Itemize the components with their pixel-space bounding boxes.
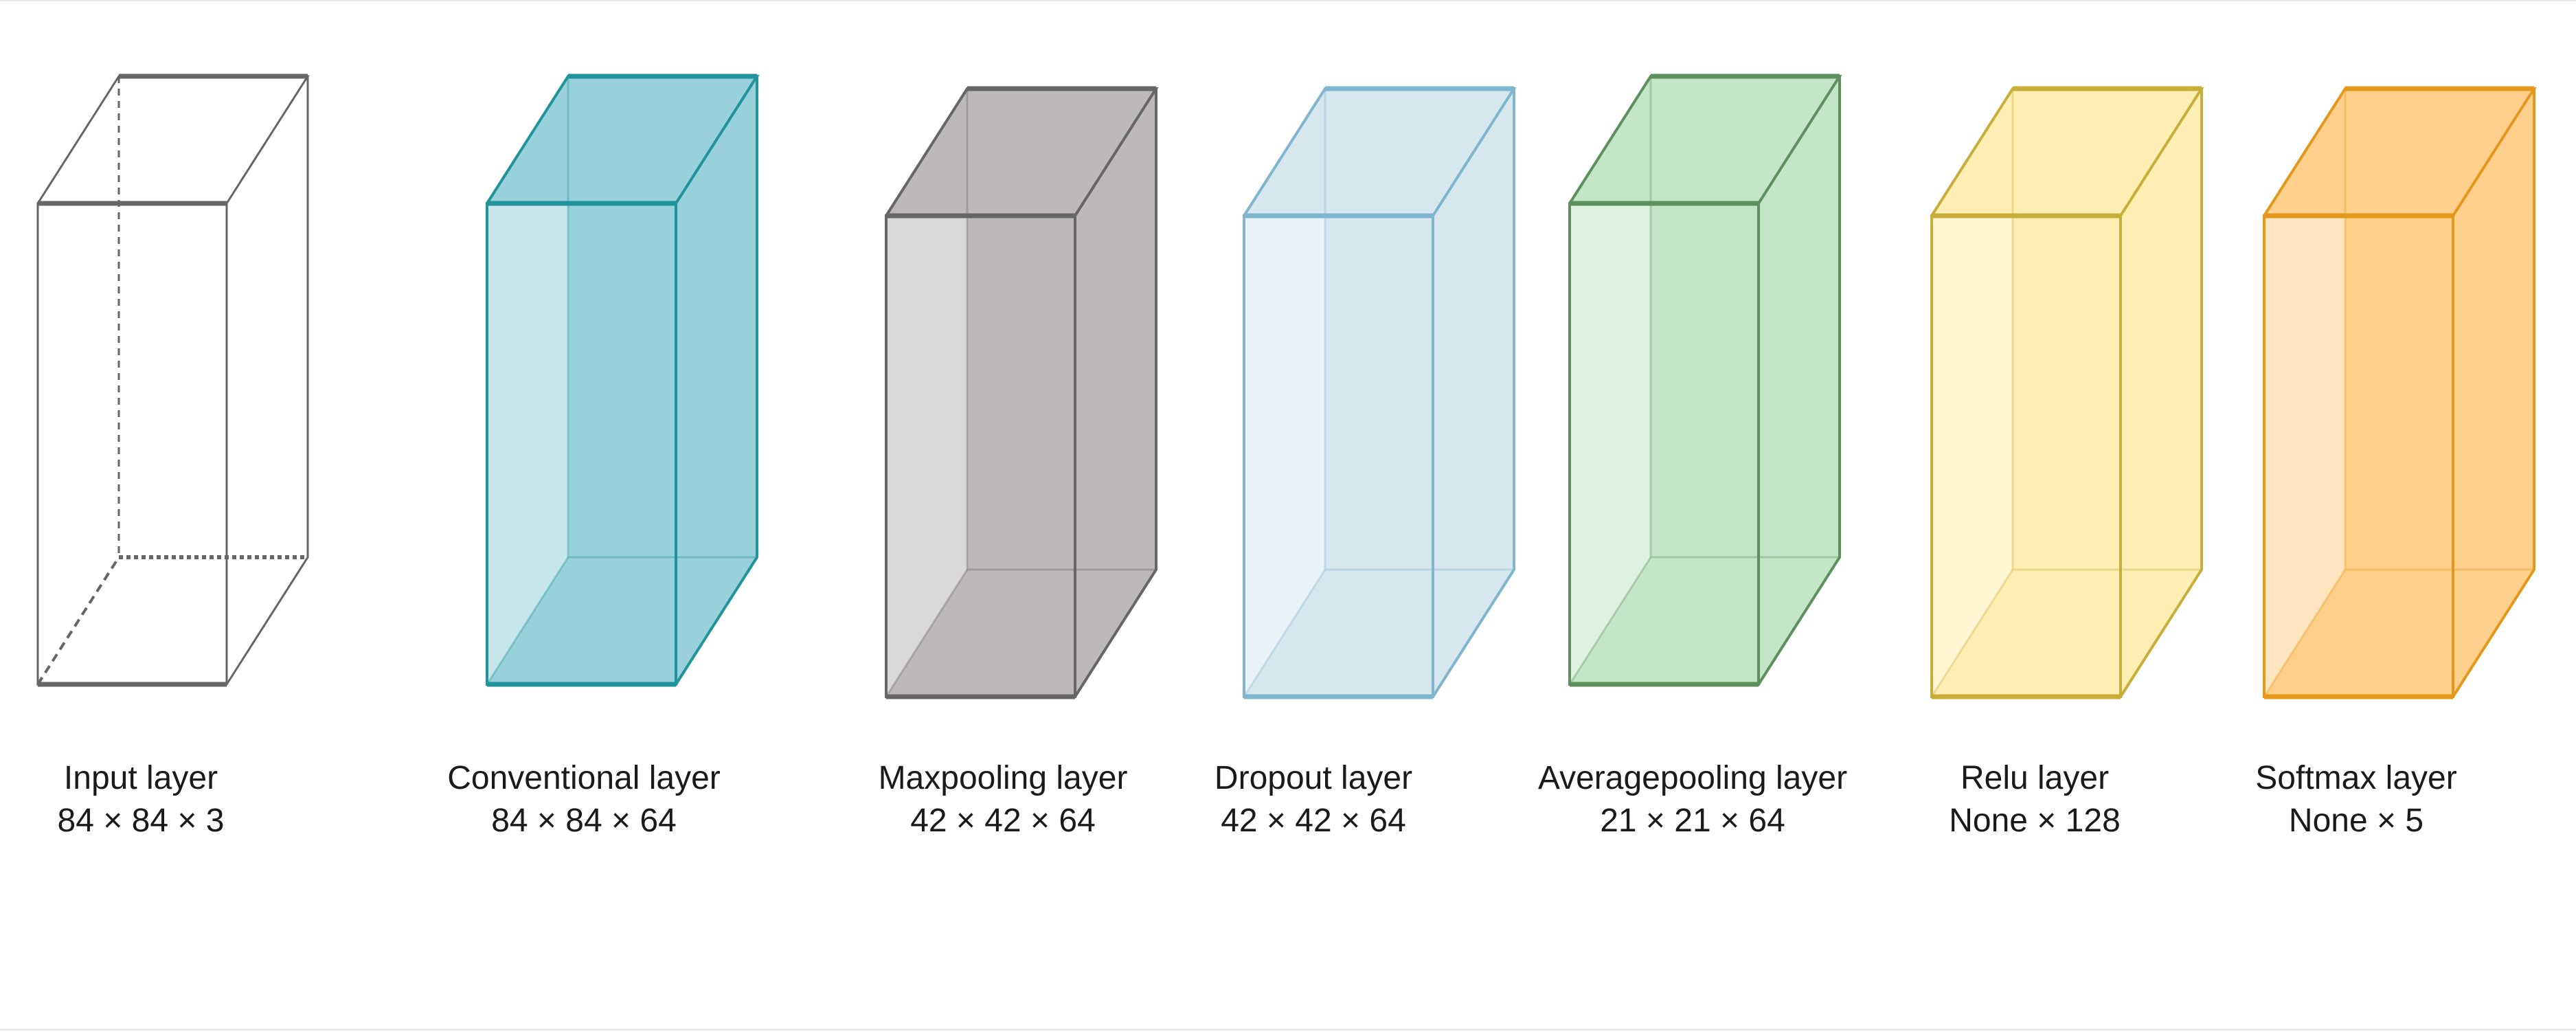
side-face [676,76,757,684]
front-face [1932,216,2121,697]
front-face [487,203,676,684]
side-outline [1432,89,1515,698]
front-face [2264,216,2453,697]
hidden-edge-diagonal [1568,557,1652,685]
hidden-edges [567,76,757,559]
hidden-edge-diagonal [486,557,569,685]
hidden-edge-diagonal [2263,569,2347,697]
layer-label-input: Input layer 84 × 84 × 3 [58,760,225,839]
hidden-edge-diagonal [36,556,120,686]
layer-name: Maxpooling layer [879,760,1128,796]
top-face [487,76,757,203]
side-outline [2119,89,2203,698]
layer-shape: 42 × 42 × 64 [1221,803,1406,839]
layer-name: Relu layer [1961,760,2109,796]
layer-name: Softmax layer [2255,760,2456,796]
front-face [886,216,1075,697]
side-face [225,76,309,685]
layer-blocks [36,74,2537,699]
hidden-edge-diagonal [1930,569,2014,697]
side-outline [1757,76,1841,686]
side-face [1433,89,1514,697]
side-face [1075,89,1156,697]
front-face [36,202,228,686]
layer-shape: None × 5 [2289,803,2424,839]
layer-label-maxpool: Maxpooling layer 42 × 42 × 64 [879,760,1128,839]
top-face [36,75,310,204]
top-face [2264,89,2534,216]
front-face [1244,216,1433,697]
layer-block-input [36,74,310,687]
layer-block-softmax [2263,86,2537,699]
layer-block-relu [1930,86,2204,699]
layer-shape: 21 × 21 × 64 [1600,803,1785,839]
layer-shape: None × 128 [1949,803,2121,839]
layer-block-avgpool [1568,74,1842,687]
layer-shape: 42 × 42 × 64 [910,803,1096,839]
hidden-edges [2011,89,2202,571]
side-face [2453,89,2534,697]
layer-block-maxpool [885,86,1159,699]
layer-label-conv: Conventional layer 84 × 84 × 64 [447,760,721,839]
layer-label-softmax: Softmax layer None × 5 [2255,760,2456,839]
hidden-edge-diagonal [885,569,969,697]
layer-name: Averagepooling layer [1538,760,1847,796]
layer-name: Conventional layer [447,760,721,796]
hidden-edge-diagonal [1243,569,1326,697]
top-face [886,89,1156,216]
top-face [1570,76,1840,203]
layer-name: Input layer [64,760,218,796]
front-face [1570,203,1759,684]
hidden-edges [1649,76,1840,559]
hidden-edges [966,89,1156,571]
layer-labels: Input layer 84 × 84 × 3 Conventional layer… [58,760,2457,839]
layer-label-relu: Relu layer None × 128 [1949,760,2121,839]
layer-shape: 84 × 84 × 3 [58,803,225,839]
hidden-edges [1324,89,1514,571]
top-face [1244,89,1514,216]
side-face [1759,76,1840,684]
layer-label-avgpool: Averagepooling layer 21 × 21 × 64 [1538,760,1847,839]
hidden-edges [2344,89,2534,571]
top-face [1932,89,2202,216]
layer-block-conv [486,74,760,687]
layer-block-dropout [1243,86,1517,699]
layer-label-dropout: Dropout layer 42 × 42 × 64 [1214,760,1412,839]
side-outline [1074,89,1157,698]
side-face [2121,89,2202,697]
side-outline [675,76,758,686]
layer-shape: 84 × 84 × 64 [491,803,677,839]
layer-name: Dropout layer [1214,760,1412,796]
side-outline [2452,89,2535,698]
